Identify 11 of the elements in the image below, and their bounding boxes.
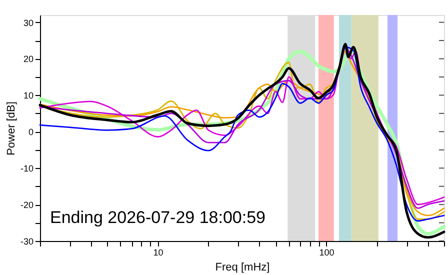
y-tick-label: 30 [23,18,34,28]
y-tick-label: 20 [23,54,34,64]
annotation: Ending 2026-07-29 18:00:59 [50,208,266,227]
y-axis-title: Power [dB] [5,102,18,156]
y-tick-label: 10 [23,90,34,101]
y-tick-label: -20 [20,200,34,210]
y-tick-label: 0 [28,127,34,138]
x-axis-title: Freq [mHz] [215,262,270,274]
x-tick-label: 100 [319,248,334,258]
y-tick-label: -30 [20,236,34,246]
y-tick-label: -10 [20,164,34,174]
